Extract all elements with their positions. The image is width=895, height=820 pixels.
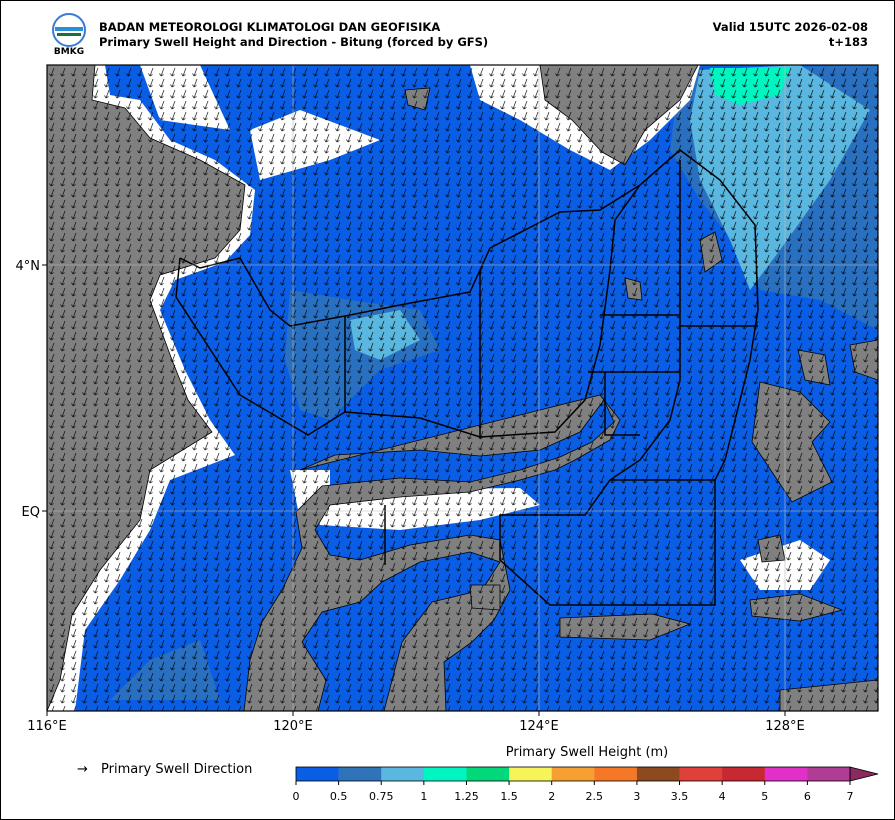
- colorbar-tick-label: 2: [548, 790, 555, 803]
- colorbar-tick-label: 6: [804, 790, 811, 803]
- legend-label: Primary Swell Direction: [101, 762, 252, 777]
- colorbar-segment: [509, 767, 552, 781]
- colorbar-tick-label: 0: [293, 790, 300, 803]
- colorbar-tick-label: 3.5: [671, 790, 689, 803]
- colorbar-segment: [381, 767, 425, 781]
- colorbar-segment: [466, 767, 510, 781]
- map: [47, 65, 878, 711]
- forecast-zones: [175, 149, 759, 606]
- subtitle: Primary Swell Height and Direction - Bit…: [99, 35, 488, 49]
- y-tick-label: 4°N: [16, 259, 41, 274]
- x-tick-label: 116°E: [27, 719, 67, 734]
- colorbar-tick-label: 5: [761, 790, 768, 803]
- colorbar-tick-label: 0.75: [369, 790, 394, 803]
- no-data-area: [47, 65, 830, 711]
- forecast-step: t+183: [829, 35, 868, 49]
- colorbar-segment: [594, 767, 638, 781]
- colorbar-tick-label: 1.5: [500, 790, 518, 803]
- x-tick-label: 128°E: [765, 719, 805, 734]
- colorbar-segment: [722, 767, 766, 781]
- graticule: [47, 65, 878, 711]
- logo-text: BMKG: [54, 47, 84, 57]
- colorbar-tick-label: 0.5: [330, 790, 348, 803]
- colorbar-segment: [807, 767, 851, 781]
- map-frame: [46, 64, 879, 712]
- colorbar-tick-label: 2.5: [586, 790, 604, 803]
- valid-time: Valid 15UTC 2026-02-08: [713, 20, 868, 34]
- x-tick-label: 120°E: [273, 719, 313, 734]
- colorbar-tick-label: 3: [633, 790, 640, 803]
- colorbar-title: Primary Swell Height (m): [506, 745, 669, 760]
- colorbar-segment: [551, 767, 595, 781]
- colorbar-segment: [636, 767, 680, 781]
- colorbar-tick-label: 1.25: [454, 790, 479, 803]
- colorbar-segment: [423, 767, 467, 781]
- y-tick-label: EQ: [22, 505, 40, 520]
- colorbar-segment: [764, 767, 808, 781]
- swell-patch: [350, 65, 870, 360]
- title: BADAN METEOROLOGI KLIMATOLOGI DAN GEOFIS…: [99, 20, 440, 34]
- swell-direction-arrows: [49, 67, 878, 711]
- legend-arrow: →: [77, 762, 88, 777]
- colorbar-segment: [679, 767, 723, 781]
- colorbar-tick-label: 7: [847, 790, 854, 803]
- colorbar-outline: [295, 766, 851, 782]
- colorbar: 0 0.5 0.75 1 1.25 1.5 2 2.5 3 3.5 4 5 6 7: [293, 766, 879, 803]
- colorbar-segment: [296, 767, 339, 781]
- colorbar-tick-label: 1: [420, 790, 427, 803]
- x-tick-label: 124°E: [519, 719, 559, 734]
- logo: BMKG: [52, 13, 86, 57]
- colorbar-tick-label: 4: [719, 790, 726, 803]
- colorbar-segment: [338, 767, 382, 781]
- swell-patch: [710, 68, 790, 105]
